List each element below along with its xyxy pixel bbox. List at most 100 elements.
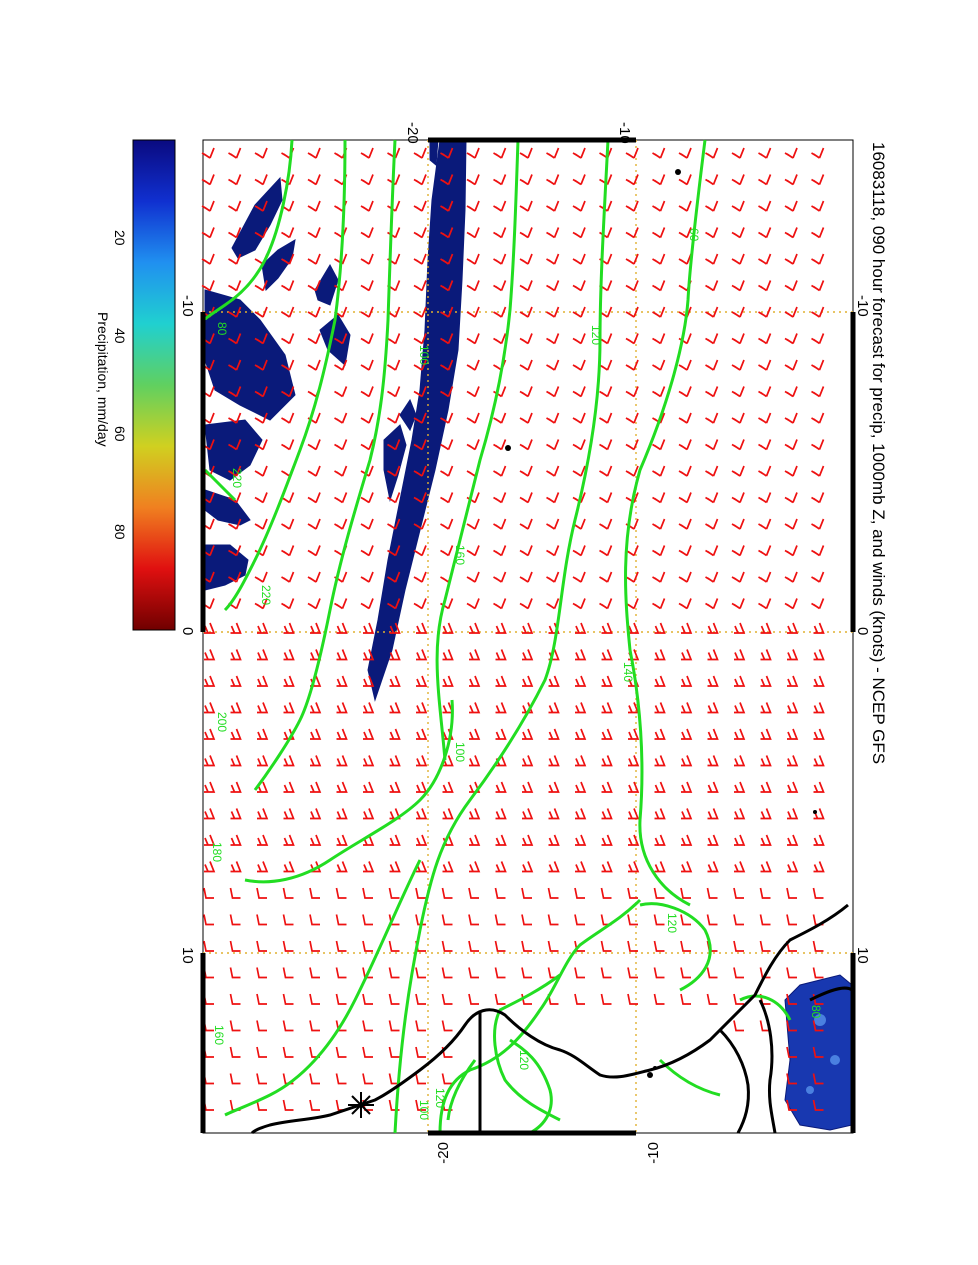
wind-barb <box>230 861 242 873</box>
wind-barb <box>494 940 506 952</box>
wind-barb <box>705 174 719 186</box>
wind-barb <box>307 545 321 557</box>
wind-barb <box>811 386 825 398</box>
wind-barb <box>309 967 320 979</box>
wind-barb <box>257 649 269 661</box>
wind-barb <box>413 333 427 345</box>
wind-barb <box>546 465 560 477</box>
tick-label: 10 <box>854 947 871 964</box>
wind-barb <box>575 834 587 846</box>
wind-barb <box>758 492 772 504</box>
wind-barb <box>652 545 666 557</box>
wind-barb <box>283 675 295 687</box>
wind-barb <box>734 808 746 820</box>
wind-barb <box>572 306 586 318</box>
wind-barb <box>466 439 480 451</box>
wind-barb <box>519 200 533 212</box>
wind-barb <box>254 359 268 371</box>
wind-barb <box>283 622 295 634</box>
wind-barb <box>654 622 666 634</box>
wind-barb <box>601 808 613 820</box>
wind-barb <box>625 147 639 159</box>
wind-barb <box>811 253 825 265</box>
wind-barb <box>787 834 799 846</box>
wind-barb <box>440 412 454 424</box>
wind-barb <box>654 728 666 740</box>
wind-barb <box>787 861 799 873</box>
wind-barb <box>413 518 427 530</box>
coastlines <box>250 903 853 1135</box>
tick-label: -10 <box>645 1142 662 1164</box>
wind-barb <box>811 359 825 371</box>
wind-barb <box>628 755 640 767</box>
wind-barb <box>230 781 242 793</box>
wind-barb <box>811 306 825 318</box>
wind-barb <box>812 967 824 979</box>
wind-barb <box>201 200 215 212</box>
wind-barb <box>415 967 426 979</box>
wind-barb <box>575 808 587 820</box>
wind-barb <box>521 940 532 952</box>
wind-barb <box>230 702 242 714</box>
wind-barb <box>440 492 454 504</box>
wind-barb <box>546 200 560 212</box>
wind-barb <box>759 914 771 926</box>
wind-barb <box>601 702 613 714</box>
wind-barb <box>678 227 692 239</box>
tick-label: -20 <box>404 122 421 144</box>
wind-barb <box>522 808 534 820</box>
wind-barb <box>519 280 533 292</box>
wind-barb <box>283 781 295 793</box>
wind-barb <box>628 728 640 740</box>
wind-barb <box>705 465 719 477</box>
wind-barb <box>494 967 506 979</box>
wind-barb <box>628 861 640 873</box>
wind-barb <box>387 386 401 398</box>
wind-barb <box>812 940 824 952</box>
wind-barb <box>466 306 480 318</box>
wind-barb <box>204 675 216 687</box>
wind-barb <box>707 649 719 661</box>
wind-barb <box>254 412 268 424</box>
wind-barb <box>307 518 321 530</box>
wind-barb <box>469 755 481 767</box>
wind-barb <box>731 174 745 186</box>
wind-barb <box>812 1046 824 1058</box>
wind-barb <box>281 280 295 292</box>
wind-barb <box>307 571 321 583</box>
wind-barb <box>493 333 507 345</box>
wind-barb <box>519 359 533 371</box>
wind-barb <box>652 306 666 318</box>
wind-barb <box>307 280 321 292</box>
wind-barb <box>203 887 214 899</box>
wind-barb <box>228 571 242 583</box>
wind-barb <box>548 834 560 846</box>
wind-barb <box>281 412 295 424</box>
wind-barb <box>413 598 427 610</box>
wind-barb <box>787 728 799 740</box>
wind-barb <box>678 518 692 530</box>
wind-barb <box>574 967 585 979</box>
tick-label: 10 <box>179 947 196 964</box>
wind-barb <box>760 781 772 793</box>
wind-barb <box>310 622 322 634</box>
wind-barb <box>334 412 348 424</box>
wind-barb <box>575 622 587 634</box>
wind-barb <box>519 412 533 424</box>
wind-barb <box>494 993 506 1005</box>
wind-barb <box>281 253 295 265</box>
wind-barb <box>493 545 507 557</box>
wind-barb <box>413 174 427 186</box>
wind-barb <box>360 333 374 345</box>
wind-barb <box>389 675 401 687</box>
wind-barb <box>281 439 295 451</box>
wind-barb <box>519 306 533 318</box>
wind-barb <box>811 147 825 159</box>
wind-barb <box>256 940 267 952</box>
wind-barb <box>731 280 745 292</box>
wind-barb <box>229 993 241 1005</box>
wind-barb <box>786 887 797 899</box>
wind-barb <box>678 598 692 610</box>
wind-barb <box>547 940 559 952</box>
wind-barb <box>360 306 374 318</box>
